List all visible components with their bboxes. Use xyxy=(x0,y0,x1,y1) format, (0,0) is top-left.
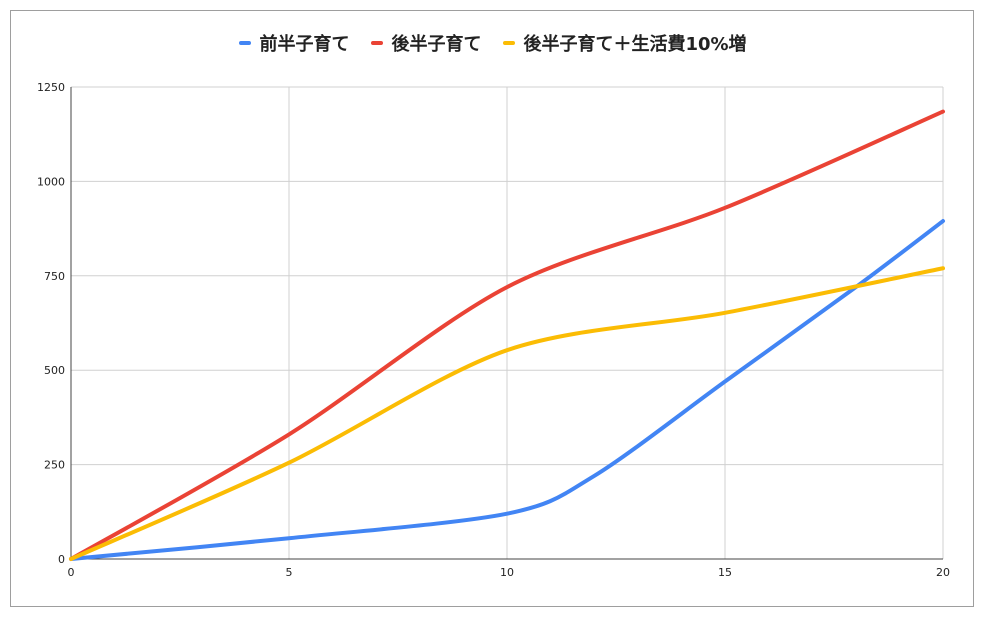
legend-swatch-series-1 xyxy=(239,41,252,45)
y-tick-label: 1000 xyxy=(37,175,65,188)
legend-label-series-3: 後半子育て＋生活費10%増 xyxy=(523,34,747,55)
tick-labels: 0 250 500 750 1000 1250 0 5 10 15 20 xyxy=(37,81,950,579)
legend-swatch-series-2 xyxy=(371,41,384,45)
axes xyxy=(70,87,943,560)
legend-swatch-series-3 xyxy=(503,41,516,45)
y-tick-label: 1250 xyxy=(37,81,65,94)
chart-frame xyxy=(10,10,974,607)
x-tick-label: 10 xyxy=(500,566,514,579)
series-line-2[interactable] xyxy=(69,109,945,561)
legend-item-series-3[interactable]: 後半子育て＋生活費10%増 xyxy=(503,30,747,56)
y-tick-label: 250 xyxy=(44,459,65,472)
legend-item-series-2[interactable]: 後半子育て xyxy=(371,30,481,56)
y-tick-label: 500 xyxy=(44,364,65,377)
y-tick-label: 750 xyxy=(44,270,65,283)
grid-lines xyxy=(71,86,944,559)
series-line-3[interactable] xyxy=(69,266,945,561)
x-tick-label: 0 xyxy=(68,566,75,579)
series-line-1[interactable] xyxy=(69,219,945,561)
x-tick-label: 5 xyxy=(286,566,293,579)
x-tick-label: 20 xyxy=(936,566,950,579)
y-tick-label: 0 xyxy=(58,553,65,566)
x-tick-label: 15 xyxy=(718,566,732,579)
series-lines xyxy=(69,109,945,561)
legend-label-series-2: 後半子育て xyxy=(391,34,482,55)
legend-label-series-1: 前半子育て xyxy=(259,34,350,55)
legend-item-series-1[interactable]: 前半子育て xyxy=(239,30,349,56)
chart-legend: 前半子育て 後半子育て 後半子育て＋生活費10%増 xyxy=(0,28,986,58)
